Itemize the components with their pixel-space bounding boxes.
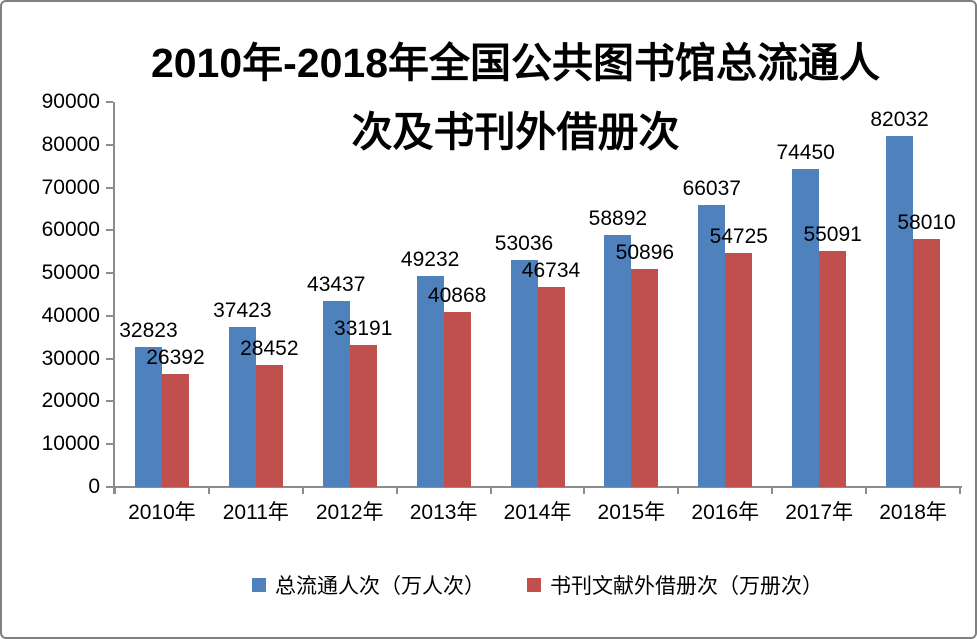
x-axis-tick-mark: [207, 488, 210, 494]
y-axis-tick-label: 90000: [41, 90, 100, 113]
x-axis-category-label: 2013年: [409, 501, 478, 524]
bar-value-label: 26392: [146, 346, 205, 370]
legend-label-book-lending: 书刊文献外借册次（万册次）: [550, 574, 823, 598]
bar-value-label: 33191: [334, 317, 393, 341]
bar-lending-2017年: [819, 251, 847, 487]
y-axis-tick-mark: [106, 272, 113, 275]
bar-circulation-2013年: [416, 276, 444, 487]
x-axis-tick-mark: [771, 488, 774, 494]
y-axis-tick-label: 30000: [41, 346, 100, 370]
bar-lending-2012年: [349, 345, 377, 487]
y-axis-tick-mark: [106, 486, 113, 488]
bar-circulation-2012年: [322, 301, 350, 487]
legend-swatch-blue-icon: [252, 578, 266, 592]
y-axis-tick-label: 20000: [41, 389, 100, 413]
bar-lending-2013年: [443, 312, 471, 487]
bar-value-label: 40868: [427, 284, 487, 308]
bar-value-label: 74450: [776, 140, 835, 164]
x-axis-line: [113, 486, 962, 488]
bar-lending-2018年: [913, 238, 941, 487]
x-axis-tick-mark: [959, 488, 961, 494]
chart-title-line-2: 次及书刊外借册次: [351, 109, 680, 155]
bar-circulation-2015年: [604, 235, 632, 487]
bar-circulation-2010年: [134, 346, 162, 487]
y-axis-tick-label: 0: [88, 475, 100, 498]
legend-label-total-circulation: 总流通人次（万人次）: [275, 574, 485, 598]
y-axis-tick-label: 80000: [41, 132, 100, 156]
bar-lending-2010年: [161, 374, 189, 487]
bar-value-label: 50896: [615, 241, 675, 265]
chart-title: 2010年-2018年全国公共图书馆总流通人 次及书刊外借册次: [52, 29, 975, 167]
y-axis-tick-mark: [106, 400, 113, 403]
bar-circulation-2011年: [228, 326, 256, 487]
bar-value-label: 32823: [119, 318, 178, 342]
y-axis-tick-label: 40000: [41, 303, 100, 327]
bar-value-label: 53036: [494, 232, 554, 256]
bar-value-label: 46734: [521, 259, 581, 283]
bar-value-label: 55091: [803, 223, 862, 247]
bar-value-label: 54725: [709, 224, 768, 248]
bar-value-label: 66037: [682, 176, 741, 200]
y-axis-tick-label: 10000: [41, 432, 100, 456]
y-axis-tick-mark: [106, 101, 113, 103]
bar-value-label: 37423: [213, 298, 272, 322]
bar-value-label: 58010: [897, 210, 956, 234]
bar-value-label: 82032: [870, 108, 929, 132]
y-axis-tick-label: 50000: [41, 261, 100, 285]
x-axis-category-label: 2010年: [128, 501, 196, 524]
y-axis-tick-mark: [106, 314, 113, 317]
bar-value-label: 49232: [400, 248, 460, 272]
x-axis-category-label: 2015年: [597, 501, 666, 524]
x-axis-category-label: 2012年: [315, 501, 384, 524]
y-axis-tick-mark: [106, 186, 113, 189]
bar-circulation-2017年: [792, 168, 820, 487]
x-axis-tick-mark: [677, 488, 680, 494]
x-axis-tick-mark: [114, 488, 116, 494]
x-axis-category-label: 2017年: [785, 501, 854, 524]
bar-value-label: 58892: [588, 207, 648, 231]
bar-lending-2014年: [537, 287, 565, 487]
y-axis-tick-label: 60000: [41, 218, 100, 242]
legend: 总流通人次（万人次） 书刊文献外借册次（万册次）: [115, 571, 960, 599]
bar-lending-2015年: [631, 269, 659, 487]
y-axis-tick-mark: [106, 229, 113, 232]
bar-circulation-2016年: [698, 204, 726, 487]
y-axis-tick-mark: [106, 443, 113, 446]
bar-lending-2011年: [255, 365, 283, 487]
bar-value-label: 28452: [240, 337, 299, 361]
x-axis-category-label: 2018年: [879, 501, 947, 524]
bar-circulation-2018年: [886, 136, 914, 487]
x-axis-category-label: 2016年: [691, 501, 760, 524]
y-axis-tick-label: 70000: [41, 175, 100, 199]
legend-swatch-red-icon: [527, 578, 541, 592]
legend-item-total-circulation: 总流通人次（万人次）: [252, 570, 485, 600]
x-axis-tick-mark: [583, 488, 586, 494]
x-axis-category-label: 2014年: [503, 501, 572, 524]
bar-value-label: 43437: [307, 273, 366, 297]
plot-area: 2010年 2011年 2012年 2013年 2014年 2015年 2016年 2017年…: [106, 101, 962, 524]
y-axis-tick-mark: [106, 143, 113, 146]
x-axis-tick-mark: [301, 488, 304, 494]
x-axis-category-label: 2011年: [222, 501, 289, 524]
x-axis-tick-mark: [395, 488, 398, 494]
legend-item-book-lending: 书刊文献外借册次（万册次）: [527, 570, 823, 600]
y-axis-tick-mark: [106, 357, 113, 360]
chart-title-line-1: 2010年-2018年全国公共图书馆总流通人: [150, 40, 881, 86]
x-axis-tick-mark: [489, 488, 492, 494]
bar-circulation-2014年: [510, 260, 538, 487]
y-axis-line: [113, 102, 115, 494]
bar-lending-2016年: [725, 252, 753, 487]
x-axis-tick-mark: [865, 488, 868, 494]
